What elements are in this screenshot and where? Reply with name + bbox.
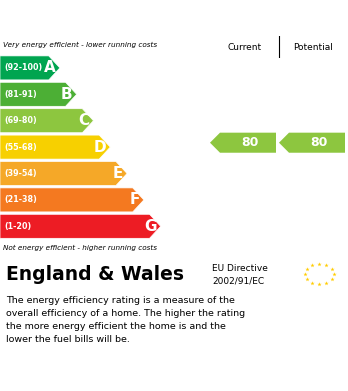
Text: 80: 80: [310, 136, 327, 149]
Text: F: F: [129, 192, 140, 207]
Polygon shape: [279, 133, 345, 153]
Text: (21-38): (21-38): [4, 196, 37, 204]
Text: G: G: [144, 219, 157, 234]
Text: (55-68): (55-68): [4, 143, 37, 152]
Text: The energy efficiency rating is a measure of the
overall efficiency of a home. T: The energy efficiency rating is a measur…: [6, 296, 245, 344]
Text: (1-20): (1-20): [4, 222, 31, 231]
Text: Very energy efficient - lower running costs: Very energy efficient - lower running co…: [3, 42, 157, 48]
Text: (81-91): (81-91): [4, 90, 37, 99]
Text: E: E: [113, 166, 123, 181]
Text: 80: 80: [241, 136, 258, 149]
Text: (69-80): (69-80): [4, 116, 37, 125]
Polygon shape: [0, 161, 127, 185]
Text: England & Wales: England & Wales: [6, 264, 184, 283]
Text: (92-100): (92-100): [4, 63, 42, 72]
Text: Energy Efficiency Rating: Energy Efficiency Rating: [10, 11, 213, 25]
Polygon shape: [210, 133, 276, 153]
Text: A: A: [44, 60, 56, 75]
Text: D: D: [94, 140, 106, 154]
Text: Not energy efficient - higher running costs: Not energy efficient - higher running co…: [3, 245, 157, 251]
Polygon shape: [0, 109, 94, 133]
Polygon shape: [0, 214, 161, 238]
Text: EU Directive: EU Directive: [212, 264, 268, 273]
Text: Potential: Potential: [294, 43, 333, 52]
Polygon shape: [0, 188, 144, 212]
Polygon shape: [0, 135, 110, 159]
Polygon shape: [0, 56, 60, 80]
Text: B: B: [61, 87, 73, 102]
Text: (39-54): (39-54): [4, 169, 37, 178]
Text: Current: Current: [228, 43, 262, 52]
Polygon shape: [0, 82, 77, 106]
Text: C: C: [78, 113, 89, 128]
Text: 2002/91/EC: 2002/91/EC: [212, 277, 264, 286]
